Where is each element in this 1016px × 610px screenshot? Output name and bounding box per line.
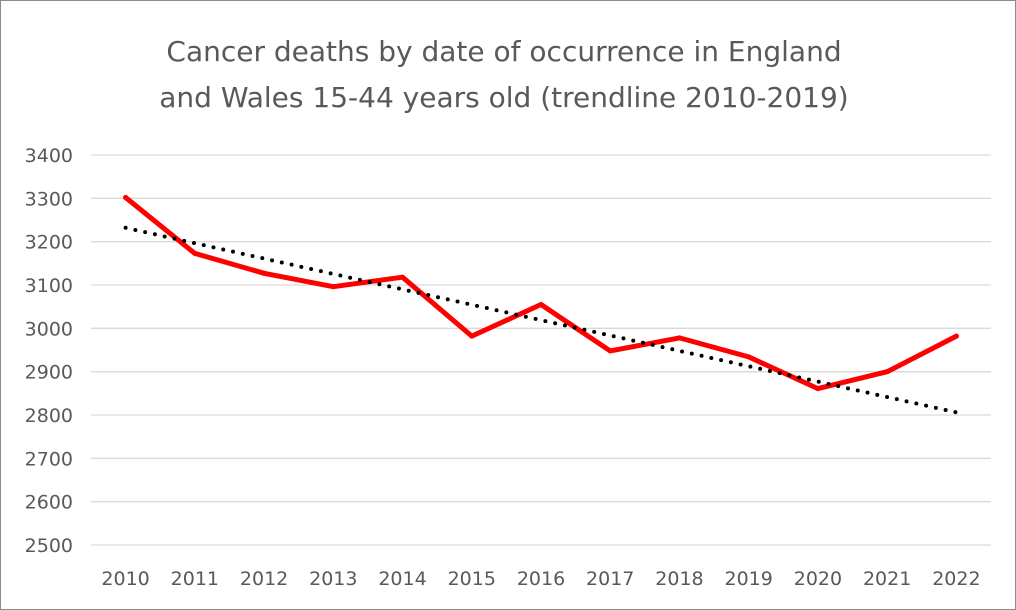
data-point-2013 — [330, 284, 336, 290]
data-point-2010 — [123, 194, 129, 200]
data-point-2020 — [815, 386, 821, 392]
y-tick-label-2600: 2600 — [25, 492, 73, 514]
series-line-0 — [123, 195, 959, 392]
x-tick-label-2022: 2022 — [932, 568, 980, 590]
x-tick-label-2010: 2010 — [101, 568, 149, 590]
y-tick-label-2800: 2800 — [25, 405, 73, 427]
y-tick-label-3000: 3000 — [25, 318, 73, 340]
y-tick-label-3300: 3300 — [25, 188, 73, 210]
x-tick-label-2020: 2020 — [794, 568, 842, 590]
data-point-2016 — [538, 302, 544, 307]
data-point-2014 — [400, 274, 406, 280]
x-tick-label-2016: 2016 — [517, 568, 565, 590]
x-tick-label-2012: 2012 — [240, 568, 288, 590]
x-tick-label-2011: 2011 — [171, 568, 219, 590]
chart-title-line-2: and Wales 15-44 years old (trendline 201… — [159, 81, 848, 114]
y-tick-label-3400: 3400 — [25, 145, 73, 167]
data-point-2022 — [953, 333, 959, 339]
y-tick-label-3100: 3100 — [25, 275, 73, 297]
x-tick-label-2013: 2013 — [309, 568, 357, 590]
y-axis-tick-labels: 2500 2600 2700 2800 2900 3000 3100 3200 3300 3400 — [25, 145, 73, 557]
x-tick-label-2021: 2021 — [863, 568, 911, 590]
data-point-2019 — [746, 354, 752, 360]
data-point-2017 — [607, 348, 613, 354]
x-tick-label-2015: 2015 — [448, 568, 496, 590]
x-tick-label-2019: 2019 — [725, 568, 773, 590]
gridlines — [91, 154, 991, 546]
data-point-2015 — [469, 333, 475, 339]
y-tick-label-3200: 3200 — [25, 232, 73, 254]
x-tick-label-2018: 2018 — [655, 568, 703, 590]
trendline — [123, 225, 959, 415]
y-tick-label-2700: 2700 — [25, 448, 73, 470]
x-tick-label-2014: 2014 — [378, 568, 426, 590]
x-axis-tick-labels: 2010 2011 2012 2013 2014 2015 2016 2017 2018 2019… — [101, 568, 980, 590]
y-tick-label-2500: 2500 — [25, 535, 73, 557]
chart-title-line-1: Cancer deaths by date of occurrence in E… — [166, 35, 841, 68]
trendline-dotted — [123, 225, 959, 415]
data-point-2018 — [676, 335, 682, 341]
chart-title: Cancer deaths by date of occurrence in E… — [159, 35, 848, 114]
x-tick-label-2017: 2017 — [586, 568, 634, 590]
y-tick-label-2900: 2900 — [25, 362, 73, 384]
data-series — [123, 194, 959, 392]
data-point-2012 — [261, 270, 267, 276]
data-point-2021 — [884, 369, 890, 375]
data-point-2011 — [192, 250, 198, 256]
